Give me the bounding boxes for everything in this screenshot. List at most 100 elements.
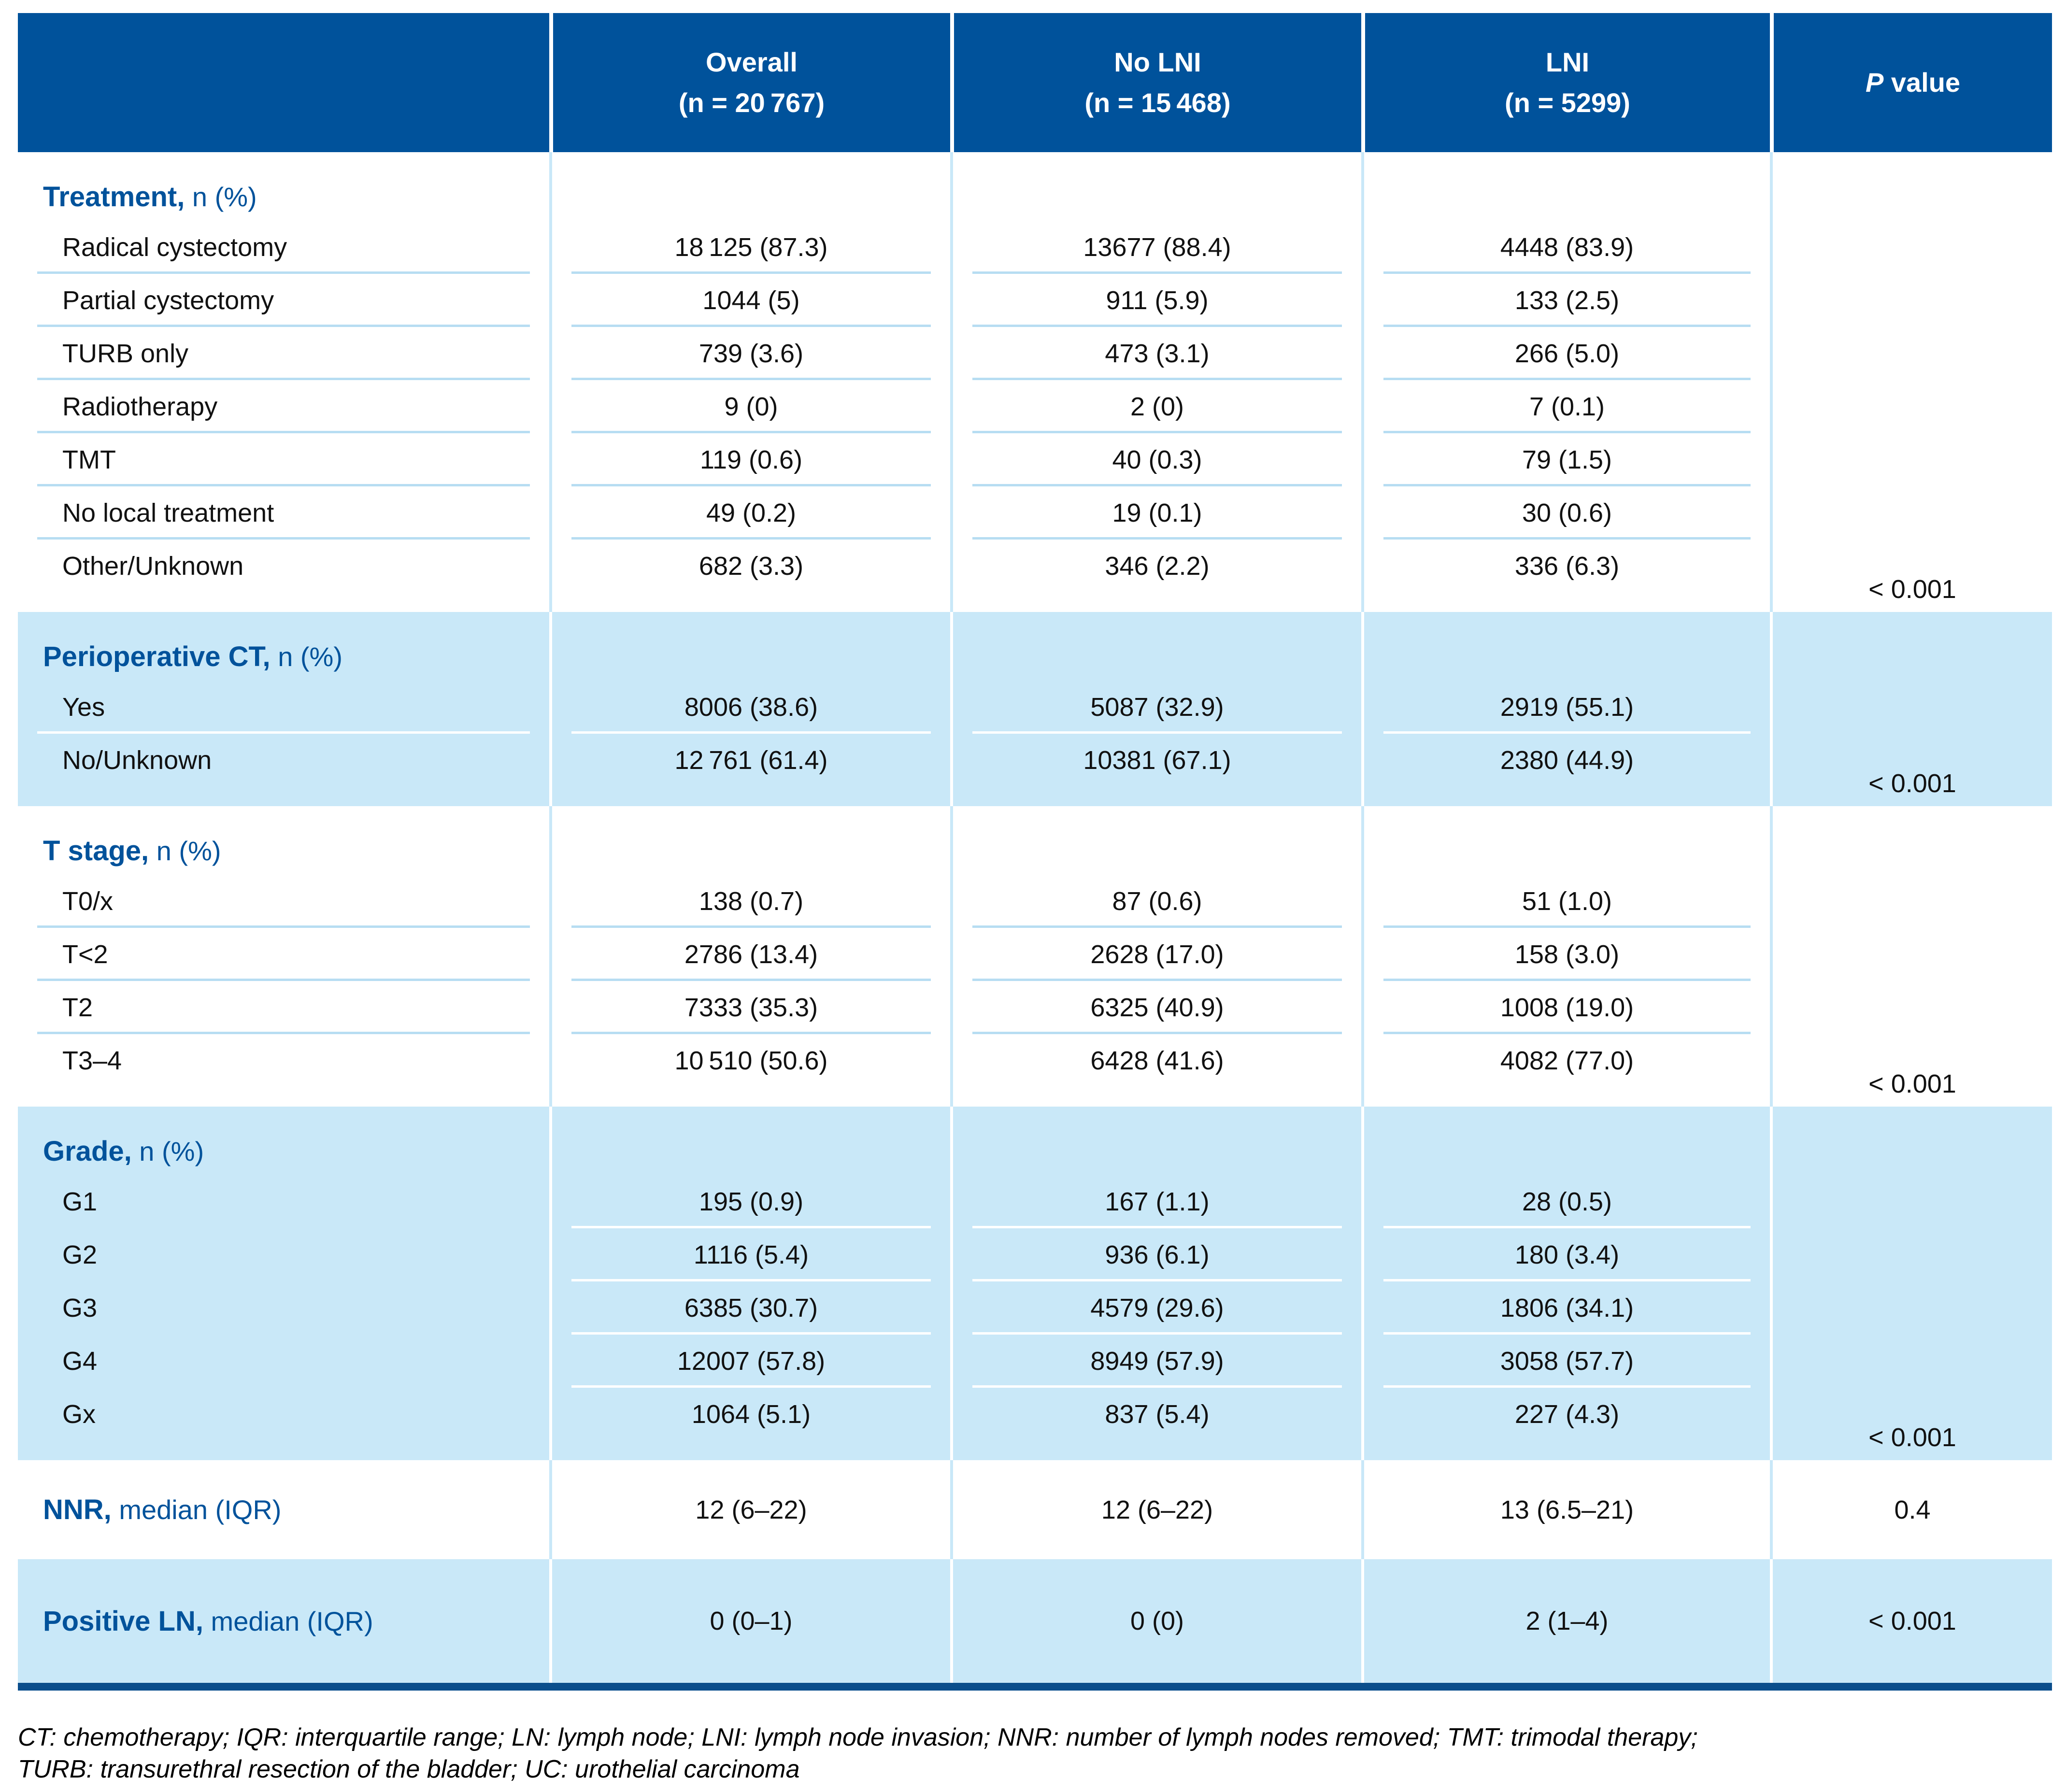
value: 4448 (83.9) [1500,233,1634,262]
empty-cell [950,806,1361,875]
cell-overall: 6385 (30.7) [549,1281,950,1335]
cell-no-lni: 0 (0) [950,1559,1361,1683]
section-title: T stage, n (%) [18,806,549,875]
section-title: Positive LN, median (IQR) [18,1559,549,1683]
section-title-row: T stage, n (%) < 0.001 [18,806,2052,1107]
footnote: CT: chemotherapy; IQR: interquartile ran… [18,1721,2042,1785]
cell-no-lni: 12 (6–22) [950,1460,1361,1559]
row-label: T2 [18,981,549,1034]
cell-lni: 133 (2.5) [1361,274,1770,327]
section-treatment: Treatment, n (%) < 0.001 Radical cystectom… [18,152,2052,612]
row-label-text: T<2 [62,940,108,969]
table-row: Other/Unknown 682 (3.3) 346 (2.2) 336 (6.3) [18,540,2052,612]
cell-overall: 18 125 (87.3) [549,221,950,274]
cell-lni: 2919 (55.1) [1361,681,1770,734]
row-label: Other/Unknown [18,540,549,612]
p-value: < 0.001 [1868,575,1956,604]
value: 2 (0) [1130,392,1184,421]
value: 12 (6–22) [695,1495,807,1524]
table-header: Overall (n = 20 767) No LNI (n = 15 468)… [18,13,2052,152]
value: 837 (5.4) [1105,1400,1210,1429]
cell-lni: 30 (0.6) [1361,486,1770,540]
empty-cell [1361,1107,1770,1175]
cell-lni: 4082 (77.0) [1361,1034,1770,1107]
header-line: Overall [706,47,798,77]
cell-no-lni: 346 (2.2) [950,540,1361,612]
section-title-bold: Positive LN, [43,1605,203,1637]
value: 5087 (32.9) [1090,693,1224,722]
table-row: Gx 1064 (5.1) 837 (5.4) 227 (4.3) [18,1388,2052,1460]
row-label: G4 [18,1335,549,1388]
section-title-rest: median (IQR) [203,1606,373,1636]
value: 1064 (5.1) [691,1400,811,1429]
header-row: Overall (n = 20 767) No LNI (n = 15 468)… [18,13,2052,152]
value: 18 125 (87.3) [674,233,828,262]
value: 266 (5.0) [1514,339,1620,368]
row-label-text: T3–4 [62,1046,122,1075]
section-title: Perioperative CT, n (%) [18,612,549,681]
header-cell-no-lni: No LNI (n = 15 468) [950,13,1361,152]
row-label: Gx [18,1388,549,1460]
table-row: Radiotherapy 9 (0) 2 (0) 7 (0.1) [18,380,2052,433]
value: 51 (1.0) [1522,887,1612,916]
cell-no-lni: 2628 (17.0) [950,928,1361,981]
value: 40 (0.3) [1112,445,1202,474]
value: 79 (1.5) [1522,445,1612,474]
section-t-stage: T stage, n (%) < 0.001 T0/x 138 (0.7) 87 (0.… [18,806,2052,1107]
empty-cell [950,1107,1361,1175]
header-cell-lni: LNI (n = 5299) [1361,13,1770,152]
value: 6325 (40.9) [1090,993,1224,1022]
value: 133 (2.5) [1514,286,1620,315]
p-value: 0.4 [1894,1495,1931,1524]
row-label-text: G1 [62,1187,98,1216]
row-label-text: TURB only [62,339,189,368]
cell-no-lni: 167 (1.1) [950,1175,1361,1228]
row-label: Yes [18,681,549,734]
value: 30 (0.6) [1522,498,1612,527]
row-label-text: Radiotherapy [62,392,218,421]
section-title-bold: Grade, [43,1136,132,1167]
value: 167 (1.1) [1105,1187,1210,1216]
cell-no-lni: 40 (0.3) [950,433,1361,486]
value: 473 (3.1) [1105,339,1210,368]
table-row: T2 7333 (35.3) 6325 (40.9) 1008 (19.0) [18,981,2052,1034]
cell-overall: 12 761 (61.4) [549,734,950,806]
table-row: G3 6385 (30.7) 4579 (29.6) 1806 (34.1) [18,1281,2052,1335]
cell-overall: 12007 (57.8) [549,1335,950,1388]
row-label: Partial cystectomy [18,274,549,327]
section-title-rest: n (%) [185,182,257,212]
row-label-text: G4 [62,1347,98,1376]
value: 739 (3.6) [698,339,804,368]
cell-lni: 2380 (44.9) [1361,734,1770,806]
table-row: TURB only 739 (3.6) 473 (3.1) 266 (5.0) [18,327,2052,380]
cell-lni: 28 (0.5) [1361,1175,1770,1228]
cell-lni: 1008 (19.0) [1361,981,1770,1034]
value: 9 (0) [724,392,778,421]
cell-overall: 8006 (38.6) [549,681,950,734]
value: 0 (0) [1130,1607,1184,1636]
cell-overall: 49 (0.2) [549,486,950,540]
cell-overall: 1044 (5) [549,274,950,327]
value: 12 (6–22) [1101,1495,1213,1524]
value: 12007 (57.8) [677,1347,826,1376]
cell-no-lni: 4579 (29.6) [950,1281,1361,1335]
header-line: (n = 20 767) [678,87,825,118]
row-label: TMT [18,433,549,486]
table-row: T<2 2786 (13.4) 2628 (17.0) 158 (3.0) [18,928,2052,981]
cell-no-lni: 87 (0.6) [950,875,1361,928]
row-label-text: No/Unknown [62,746,212,775]
section-title-row: Perioperative CT, n (%) < 0.001 [18,612,2052,806]
value: 49 (0.2) [706,498,797,527]
value: 19 (0.1) [1112,498,1202,527]
value: 8949 (57.9) [1090,1347,1224,1376]
cell-overall: 1116 (5.4) [549,1228,950,1281]
section-title: Grade, n (%) [18,1107,549,1175]
row-label-text: No local treatment [62,498,274,527]
row-label: TURB only [18,327,549,380]
value: 2786 (13.4) [684,940,818,969]
header-cell-pvalue: P value [1770,13,2052,152]
cell-no-lni: 6428 (41.6) [950,1034,1361,1107]
section-title-row: Treatment, n (%) < 0.001 [18,152,2052,612]
section-title-bold: Perioperative CT, [43,641,271,672]
value: 13677 (88.4) [1083,233,1231,262]
